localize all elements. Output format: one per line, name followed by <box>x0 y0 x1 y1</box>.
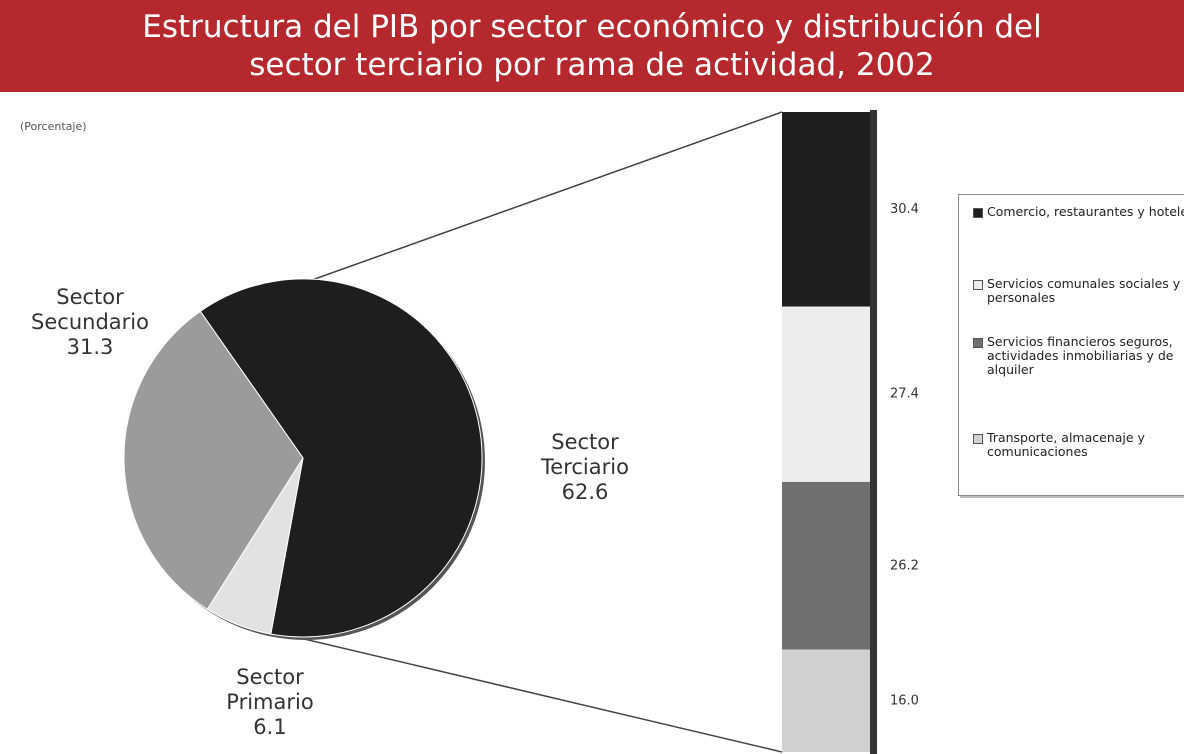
bar-shadow <box>870 110 877 754</box>
value-label: 26.2 <box>890 558 919 573</box>
slice-value: 62.6 <box>561 480 609 504</box>
bar-segment <box>782 481 870 650</box>
value-label: 27.4 <box>890 387 919 402</box>
subtitle: (Porcentaje) <box>20 120 87 133</box>
slice-category: Sector Secundario <box>31 285 149 334</box>
legend-item: Comercio, restaurantes y hoteles <box>973 205 1184 219</box>
chart-title: Estructura del PIB por sector económico … <box>0 0 1184 92</box>
slice-category: Sector Terciario <box>541 430 629 479</box>
legend-swatch <box>973 280 983 290</box>
value-label: 16.0 <box>890 693 919 708</box>
legend-label: Comercio, restaurantes y hoteles <box>987 204 1184 219</box>
slice-label: Sector Primario 6.1 <box>195 665 345 740</box>
slice-label: Sector Secundario 31.3 <box>15 285 165 360</box>
bar-segment <box>782 306 870 482</box>
slice-category: Sector Primario <box>226 665 314 714</box>
pie-slice <box>199 278 483 638</box>
legend-label: Transporte, almacenaje y comunicaciones <box>987 430 1145 459</box>
legend-item: Servicios comunales sociales y personale… <box>973 277 1184 305</box>
value-label: 30.4 <box>890 202 919 217</box>
legend-item: Transporte, almacenaje y comunicaciones <box>973 431 1184 459</box>
slice-label: Sector Terciario 62.6 <box>515 430 655 505</box>
connector <box>283 111 783 291</box>
bar-segment <box>782 112 870 307</box>
legend-label: Servicios comunales sociales y personale… <box>987 276 1181 305</box>
legend-swatch <box>973 338 983 348</box>
slice-value: 31.3 <box>66 335 114 359</box>
legend-item: Servicios financieros seguros, actividad… <box>973 335 1184 377</box>
bar-segment <box>782 649 870 752</box>
legend: Comercio, restaurantes y hoteles Servicio… <box>958 194 1184 496</box>
connector <box>299 637 783 753</box>
pie-slice <box>123 310 304 610</box>
legend-swatch <box>973 208 983 218</box>
legend-swatch <box>973 434 983 444</box>
legend-label: Servicios financieros seguros, actividad… <box>987 334 1174 377</box>
slice-value: 6.1 <box>253 715 287 739</box>
